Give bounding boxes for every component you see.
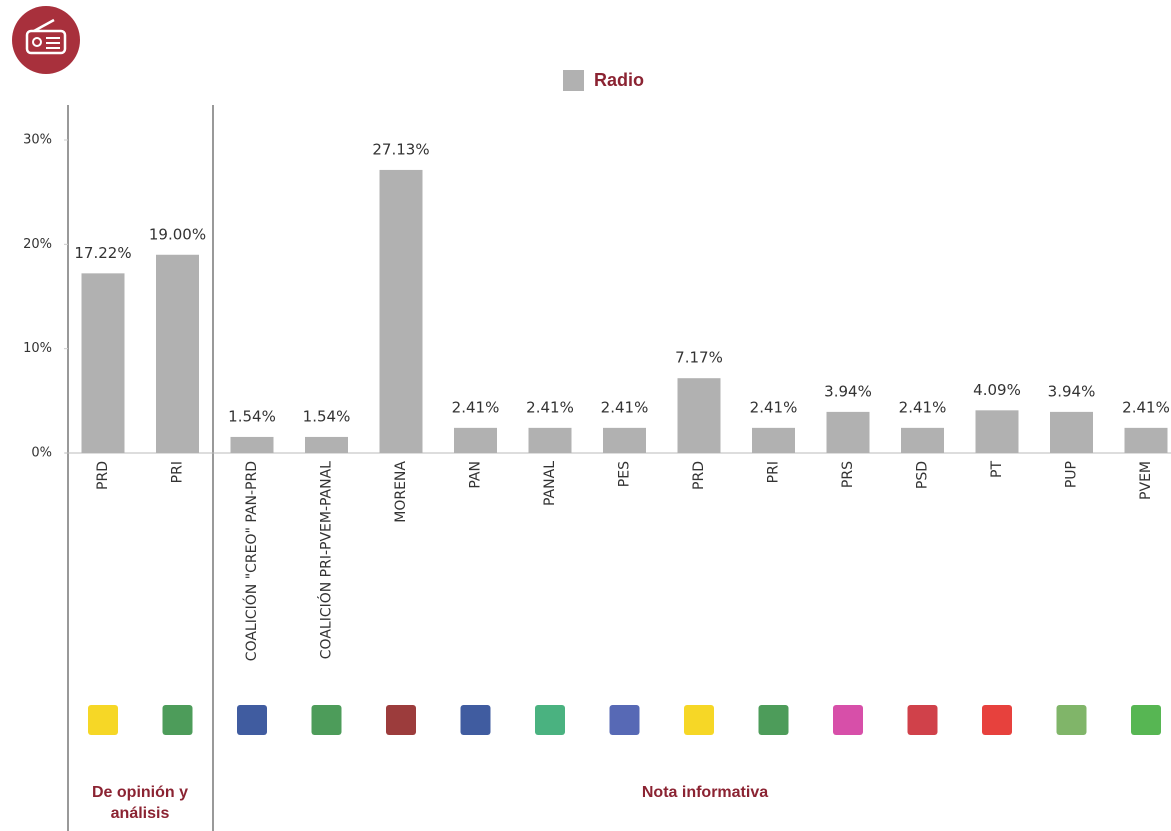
value-label: 7.17% (675, 349, 723, 367)
legend-label: Radio (594, 70, 644, 90)
y-tick-label: 10% (23, 341, 52, 356)
bar (305, 436, 348, 453)
bar (901, 427, 944, 453)
x-tick-label: PRI (170, 461, 186, 483)
y-tick-label: 0% (31, 446, 52, 461)
x-tick-label: PANAL (542, 461, 558, 506)
bar (81, 273, 125, 453)
party-logo (311, 705, 342, 735)
x-tick-label: COALICIÓN PRI-PVEM-PANAL (317, 461, 335, 659)
bar (752, 427, 795, 453)
party-logo (833, 705, 863, 735)
x-tick-label: PRI (766, 461, 782, 483)
radio-icon (12, 6, 80, 74)
party-logo (386, 705, 416, 735)
y-tick-label: 30% (23, 133, 52, 148)
party-logo (88, 705, 118, 735)
value-label: 2.41% (750, 398, 798, 416)
party-logo (162, 705, 193, 735)
x-tick-label: PT (989, 461, 1005, 478)
x-tick-label: PSD (915, 461, 931, 489)
bar (1124, 427, 1168, 453)
x-tick-label: PUP (1064, 461, 1080, 488)
bar (975, 410, 1019, 453)
party-logo (460, 705, 491, 735)
bar (826, 411, 870, 453)
value-label: 2.41% (601, 398, 649, 416)
x-tick-label: PRS (840, 461, 856, 488)
value-label: 1.54% (228, 407, 276, 425)
x-tick-label: PRD (691, 461, 707, 490)
bar (230, 436, 274, 453)
value-label: 2.41% (1122, 398, 1170, 416)
group-label: Nota informativa (642, 784, 768, 801)
party-logo (684, 705, 714, 735)
value-label: 27.13% (372, 140, 429, 158)
bar (379, 169, 423, 453)
party-logo (758, 705, 789, 735)
value-label: 4.09% (973, 381, 1021, 399)
bar (1050, 411, 1093, 453)
party-logo (535, 705, 565, 735)
value-label: 2.41% (899, 398, 947, 416)
value-label: 2.41% (452, 398, 500, 416)
x-tick-label: PAN (468, 461, 484, 489)
party-logo (1056, 705, 1087, 735)
x-tick-label: PES (617, 461, 633, 487)
value-label: 17.22% (74, 244, 131, 262)
value-label: 1.54% (303, 407, 351, 425)
bar (156, 254, 199, 453)
party-logo (237, 705, 267, 735)
y-tick-label: 20% (23, 237, 52, 252)
party-logo (907, 705, 938, 735)
x-tick-label: COALICIÓN "CREO" PAN-PRD (242, 461, 260, 661)
bar (603, 427, 646, 453)
legend-swatch (563, 70, 584, 91)
x-tick-label: PRD (95, 461, 111, 490)
value-label: 3.94% (824, 382, 872, 400)
x-tick-label: MORENA (393, 461, 409, 523)
bar (528, 427, 572, 453)
party-logo (1131, 705, 1161, 735)
x-tick-label: PVEM (1138, 461, 1154, 500)
bar (677, 378, 721, 453)
value-label: 3.94% (1048, 382, 1096, 400)
party-logo (982, 705, 1012, 735)
value-label: 2.41% (526, 398, 574, 416)
group-label: análisis (111, 805, 170, 822)
bar (454, 427, 497, 453)
group-label: De opinión y (92, 784, 188, 801)
party-logo (609, 705, 640, 735)
value-label: 19.00% (149, 225, 206, 243)
